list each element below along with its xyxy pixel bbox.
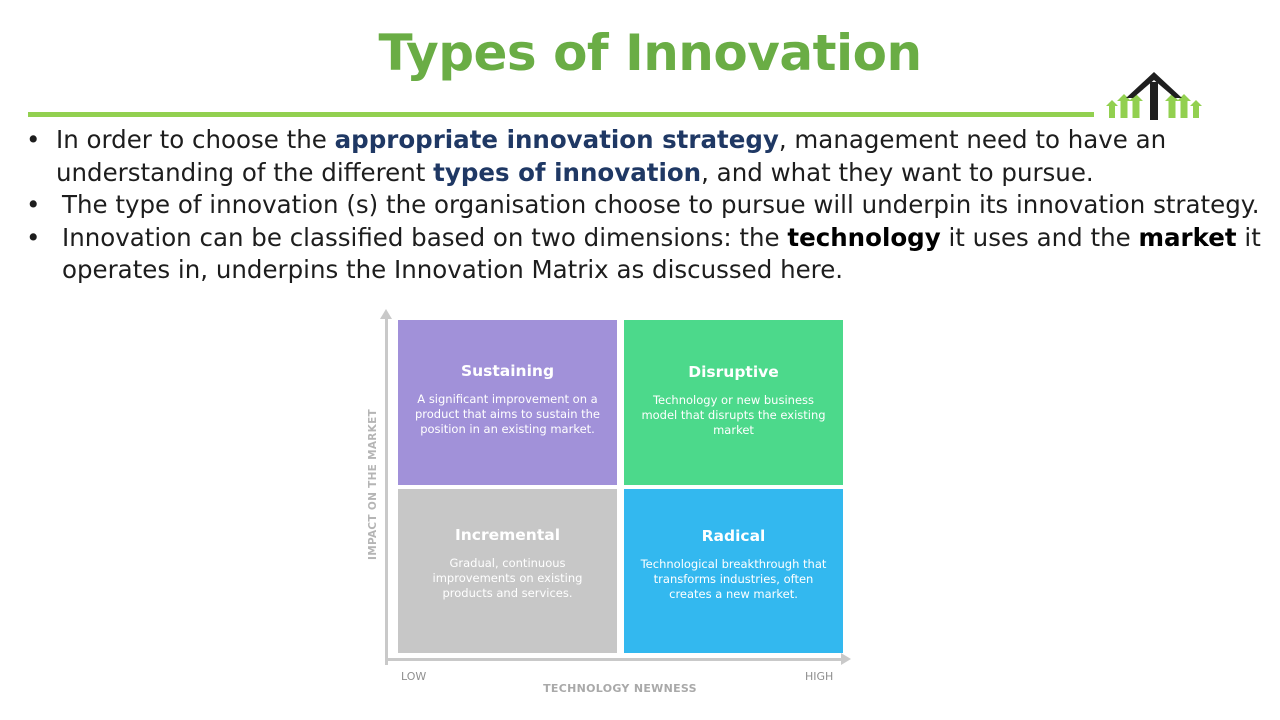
- x-axis-arrow-icon: [841, 653, 851, 665]
- x-axis-label: TECHNOLOGY NEWNESS: [543, 682, 697, 695]
- bullet-marker: •: [26, 125, 41, 154]
- quadrant-title: Sustaining: [460, 362, 555, 380]
- y-axis-line: [385, 315, 388, 665]
- quadrant-description: A significant improvement on a product t…: [414, 392, 601, 436]
- quadrant-title: Radical: [701, 527, 766, 545]
- y-axis-arrow-icon: [380, 309, 392, 319]
- quadrant-description: Technological breakthrough that transfor…: [640, 557, 827, 601]
- slide-title: Types of Innovation: [378, 24, 922, 82]
- quadrant-incremental: Incremental Gradual, continuous improvem…: [398, 489, 617, 653]
- quadrant-radical: Radical Technological breakthrough that …: [624, 489, 843, 653]
- bullet-marker: •: [26, 190, 41, 219]
- title-divider: [28, 112, 1094, 117]
- y-axis-label: IMPACT ON THE MARKET: [367, 408, 379, 560]
- bullet-list: • In order to choose the appropriate inn…: [20, 124, 1270, 287]
- bullet-text: The type of innovation (s) the organisat…: [62, 190, 1260, 219]
- quadrant-sustaining: Sustaining A significant improvement on …: [398, 320, 617, 485]
- x-axis-line: [385, 658, 843, 661]
- x-axis-low-label: LOW: [401, 670, 427, 683]
- quadrant-description: Gradual, continuous improvements on exis…: [432, 556, 583, 600]
- quadrant-title: Incremental: [454, 526, 561, 544]
- bullet-item: • In order to choose the appropriate inn…: [20, 124, 1270, 189]
- quadrant-disruptive: Disruptive Technology or new business mo…: [624, 320, 843, 485]
- bullet-text: In order to choose the: [56, 125, 335, 154]
- bullet-text: it uses and the: [940, 222, 1139, 252]
- bullet-item: • Innovation can be classified based on …: [20, 222, 1270, 287]
- bullet-text: , management need to have an understandi…: [56, 125, 1167, 187]
- bullet-emphasis: types of innovation: [433, 157, 702, 187]
- bullet-marker: •: [26, 222, 41, 252]
- bullet-text: Innovation can be classified based on tw…: [62, 222, 788, 252]
- x-axis-high-label: HIGH: [805, 670, 834, 683]
- quadrant-description: Technology or new business model that di…: [641, 393, 826, 437]
- bullet-item: • The type of innovation (s) the organis…: [20, 189, 1270, 222]
- bullet-emphasis: appropriate innovation strategy: [334, 125, 779, 154]
- bullet-text: it operates in, underpins the Innovation…: [62, 222, 1261, 285]
- bullet-text: , and what they want to pursue.: [701, 157, 1094, 187]
- quadrant-title: Disruptive: [688, 363, 779, 381]
- bullet-emphasis: technology: [787, 222, 941, 252]
- growth-arrows-logo-icon: [1106, 72, 1202, 120]
- bullet-emphasis: market: [1138, 222, 1237, 252]
